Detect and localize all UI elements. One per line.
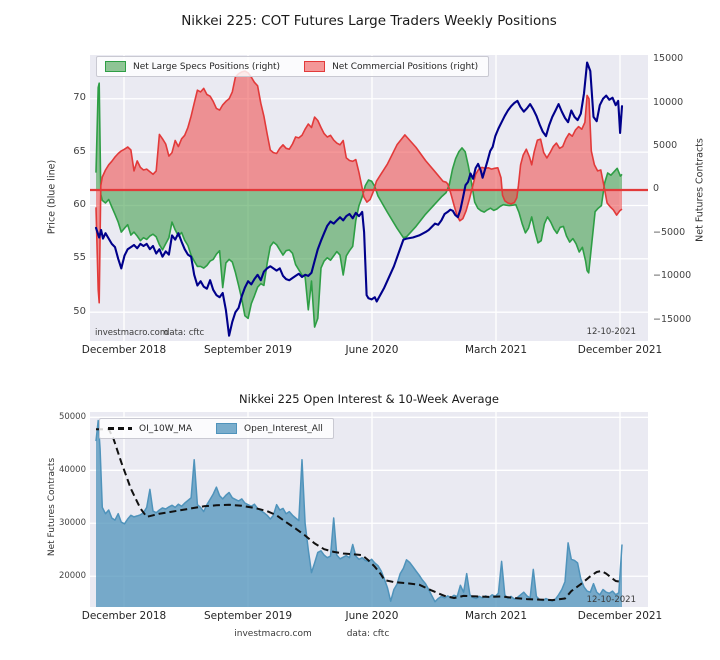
bottom-source-note: data: cftc: [346, 629, 390, 639]
legend-item-net-large-specs: Net Large Specs Positions (right): [105, 61, 280, 72]
top-x-tick-label: December 2018: [81, 344, 167, 356]
top-right-tick-label: −15000: [653, 313, 692, 325]
top-left-tick-label: 60: [73, 198, 86, 210]
top-date-annotation: 12-10-2021: [586, 327, 636, 337]
bottom-left-tick-label: 50000: [58, 411, 86, 422]
bottom-left-tick-label: 40000: [58, 464, 86, 475]
top-x-tick-label: September 2019: [203, 344, 293, 356]
bottom-plot-area: [90, 412, 648, 607]
top-left-tick-label: 50: [73, 305, 86, 317]
bottom-left-tick-label: 20000: [58, 570, 86, 581]
net-commercial-area: [96, 71, 622, 303]
blue-area-swatch-icon: [216, 423, 238, 434]
bottom-x-tick-label: June 2020: [345, 610, 399, 622]
top-x-tick-label: March 2021: [464, 344, 528, 356]
bottom-legend: OI_10W_MA Open_Interest_All: [99, 418, 334, 439]
legend-label-open-interest: Open_Interest_All: [244, 423, 323, 434]
legend-item-oi-10w-ma: OI_10W_MA: [108, 424, 192, 434]
bottom-watermark: investmacro.com: [234, 629, 312, 639]
top-right-axis-label: Net Futures Contracts: [694, 138, 706, 242]
net-large-specs-line: [95, 82, 623, 328]
top-source-note: data: cftc: [164, 328, 205, 338]
top-watermark: investmacro.com: [95, 328, 169, 338]
top-chart-title: Nikkei 225: COT Futures Large Traders We…: [181, 13, 557, 29]
top-right-tick-label: −10000: [653, 270, 692, 282]
legend-item-net-commercial: Net Commercial Positions (right): [304, 61, 478, 72]
red-area-swatch-icon: [304, 61, 326, 72]
top-left-axis-label: Price (blue line): [46, 159, 58, 235]
top-x-tick-label: June 2020: [345, 344, 399, 356]
top-x-tick-label: December 2021: [577, 344, 663, 356]
top-left-tick-label: 65: [73, 145, 86, 157]
price-line: [94, 61, 624, 337]
legend-label-net-commercial: Net Commercial Positions (right): [332, 61, 479, 72]
top-plot-area: [90, 55, 648, 341]
bottom-x-tick-label: September 2019: [203, 610, 293, 622]
top-left-tick-label: 55: [73, 252, 86, 264]
top-right-tick-label: 15000: [653, 53, 684, 65]
top-right-tick-label: 5000: [653, 140, 678, 152]
bottom-x-tick-label: December 2021: [577, 610, 663, 622]
open-interest-area: [96, 420, 622, 607]
legend-label-oi-10w-ma: OI_10W_MA: [139, 423, 193, 434]
top-right-tick-label: −5000: [653, 226, 686, 238]
bottom-x-tick-label: December 2018: [81, 610, 167, 622]
open-interest-line: [95, 419, 623, 603]
top-right-tick-label: 0: [653, 183, 660, 195]
bottom-chart-title: Nikkei 225 Open Interest & 10-Week Avera…: [239, 392, 499, 406]
net-commercial-line: [95, 70, 623, 304]
top-right-tick-label: 10000: [653, 96, 684, 108]
legend-label-net-large-specs: Net Large Specs Positions (right): [133, 61, 281, 72]
bottom-left-tick-label: 30000: [58, 517, 86, 528]
bottom-date-annotation: 12-10-2021: [586, 595, 636, 605]
oi-10w-ma-line: [96, 428, 623, 602]
dashed-line-swatch-icon: [108, 427, 132, 430]
legend-item-open-interest: Open_Interest_All: [216, 423, 323, 434]
bottom-x-tick-label: March 2021: [464, 610, 528, 622]
top-left-tick-label: 70: [73, 92, 86, 104]
top-legend: Net Large Specs Positions (right) Net Co…: [96, 56, 490, 77]
green-area-swatch-icon: [105, 61, 126, 72]
